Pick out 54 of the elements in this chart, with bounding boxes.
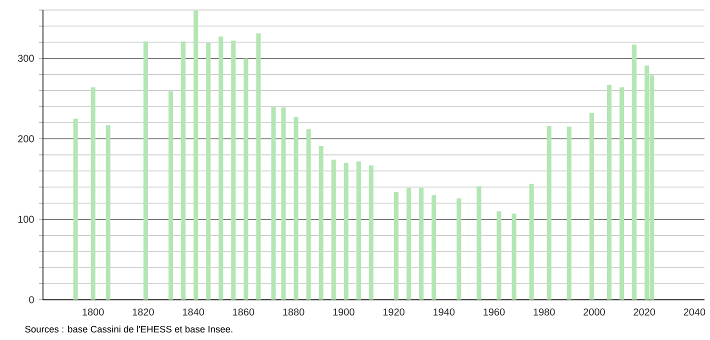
- bar: [294, 117, 298, 300]
- x-tick-label: 2040: [684, 308, 706, 316]
- x-tick-label: 2020: [634, 308, 656, 316]
- x-tick-label: 1860: [233, 308, 254, 316]
- bar: [589, 113, 594, 300]
- y-tick-label: 300: [18, 54, 34, 62]
- bar: [331, 160, 336, 300]
- bar: [356, 161, 361, 300]
- bar: [368, 165, 374, 300]
- bar: [306, 129, 311, 300]
- bar: [181, 42, 186, 300]
- bar: [566, 126, 572, 300]
- bar: [344, 163, 348, 300]
- x-tick-label: 1880: [283, 308, 304, 316]
- bar: [143, 42, 148, 300]
- bar: [244, 58, 248, 300]
- bar: [496, 211, 502, 300]
- x-tick-label: 1800: [82, 308, 104, 316]
- bar: [281, 108, 286, 300]
- y-tick-label: 200: [18, 135, 34, 142]
- x-tick-label: 1920: [383, 308, 404, 316]
- x-tick-label: 1820: [132, 308, 154, 316]
- bar: [632, 44, 637, 300]
- y-tick-label: 100: [18, 216, 34, 223]
- bar: [546, 126, 552, 300]
- bar: [106, 125, 110, 300]
- y-tick-label: 0: [29, 296, 34, 304]
- bar: [218, 36, 224, 300]
- bar: [394, 192, 399, 300]
- bar: [168, 91, 174, 300]
- bar: [194, 10, 198, 300]
- bar: [476, 186, 482, 300]
- bar: [512, 214, 516, 300]
- bar: [432, 195, 436, 300]
- bar: [406, 188, 412, 300]
- x-tick-label: 1980: [534, 308, 555, 316]
- bar: [206, 43, 211, 300]
- bar: [529, 184, 534, 300]
- bar: [620, 87, 624, 300]
- bar: [73, 118, 78, 300]
- bar: [271, 106, 276, 300]
- bar: [90, 87, 96, 300]
- x-tick-label: 1940: [434, 308, 455, 316]
- bar: [231, 40, 236, 300]
- bar: [318, 146, 324, 300]
- x-tick-label: 1840: [182, 308, 204, 316]
- x-tick-label: 1900: [333, 308, 354, 316]
- source-note: Sources : base Cassini de l'EHESS et base Insee.: [25, 326, 232, 333]
- bar: [419, 188, 424, 300]
- bar: [256, 33, 261, 300]
- bar: [606, 84, 612, 300]
- x-tick-label: 1960: [484, 308, 505, 316]
- x-tick-label: 2000: [584, 308, 605, 316]
- bar: [456, 198, 462, 300]
